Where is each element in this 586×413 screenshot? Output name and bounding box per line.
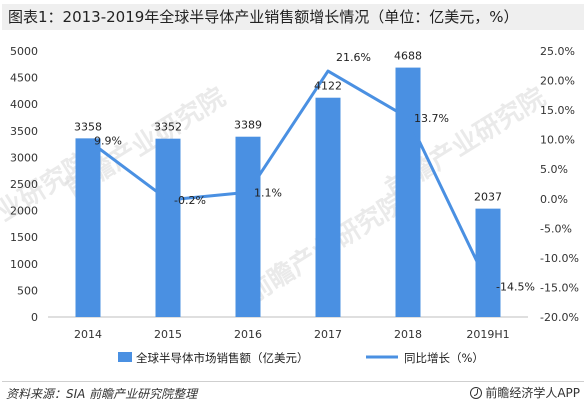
legend: 全球半导体市场销售额（亿美元） 同比增长（%） (118, 351, 484, 365)
line-value-label: 9.9% (94, 134, 122, 147)
data-labels: 3358 3352 3389 4122 4688 2037 9.9% -0.2% 1.1% 21.… (74, 50, 535, 294)
line-value-label: 13.7% (414, 112, 449, 125)
y-left-tick-label: 3500 (10, 125, 38, 138)
y-right-tick-label: 5.0% (540, 163, 568, 176)
brand-credit: 前瞻经济学人APP (470, 384, 580, 401)
y-left-tick-label: 2500 (10, 178, 38, 191)
y-right-tick-label: 15.0% (540, 104, 575, 117)
footer-divider (2, 381, 584, 382)
legend-bar-label: 全球半导体市场销售额（亿美元） (136, 351, 309, 365)
axes: 0 500 1000 1500 2000 2500 3000 3500 4000 4500 5000… (10, 45, 579, 341)
brand-logo-icon (470, 386, 483, 399)
x-tick-label: 2019H1 (466, 328, 509, 341)
chart-title: 图表1：2013-2019年全球半导体产业销售额增长情况（单位：亿美元，%） (2, 4, 584, 30)
y-right-tick-label: -15.0% (540, 281, 579, 294)
bar (155, 138, 181, 317)
line-value-label: 1.1% (254, 186, 282, 199)
bar-value-label: 2037 (474, 191, 502, 204)
brand-name: 前瞻经济学人APP (485, 386, 580, 400)
y-right-tick-label: -10.0% (540, 252, 579, 265)
y-right-tick-label: 10.0% (540, 134, 575, 147)
bar-value-label: 3389 (234, 119, 262, 132)
legend-line-label: 同比增长（%） (404, 351, 484, 365)
x-tick-label: 2018 (394, 328, 422, 341)
y-left-tick-label: 4500 (10, 72, 38, 85)
y-left-tick-label: 500 (17, 284, 38, 297)
line-series (87, 69, 490, 286)
x-tick-label: 2014 (74, 328, 102, 341)
y-left-tick-label: 5000 (10, 45, 38, 58)
y-right-tick-label: 25.0% (540, 45, 575, 58)
y-left-tick-label: 3000 (10, 151, 38, 164)
bar-value-label: 3358 (74, 120, 102, 133)
y-left-tick-label: 1500 (10, 231, 38, 244)
line-value-label: -14.5% (496, 280, 535, 293)
bar (475, 208, 501, 317)
legend-bar-swatch (118, 352, 132, 362)
y-right-tick-label: 20.0% (540, 75, 575, 88)
bar (315, 97, 341, 318)
bar (75, 138, 101, 317)
x-tick-label: 2017 (314, 328, 342, 341)
line-value-label: -0.2% (174, 194, 206, 207)
bar-value-label: 4688 (394, 50, 422, 63)
y-left-tick-label: 4000 (10, 98, 38, 111)
y-right-tick-label: -5.0% (540, 222, 572, 235)
x-tick-label: 2016 (234, 328, 262, 341)
x-tick-label: 2015 (154, 328, 182, 341)
bar (395, 67, 421, 318)
source-note: 资料来源：SIA 前瞻产业研究院整理 (6, 387, 198, 401)
line-value-label: 21.6% (336, 51, 371, 64)
y-left-tick-label: 2000 (10, 205, 38, 218)
y-right-tick-label: -20.0% (540, 311, 579, 324)
growth-line (87, 69, 490, 286)
bar-series (75, 67, 501, 318)
bar-value-label: 3352 (154, 121, 182, 134)
y-right-tick-label: 0.0% (540, 193, 568, 206)
y-left-tick-label: 1000 (10, 258, 38, 271)
y-left-tick-label: 0 (31, 311, 38, 324)
bar (235, 136, 261, 317)
bar-value-label: 4122 (314, 80, 342, 93)
